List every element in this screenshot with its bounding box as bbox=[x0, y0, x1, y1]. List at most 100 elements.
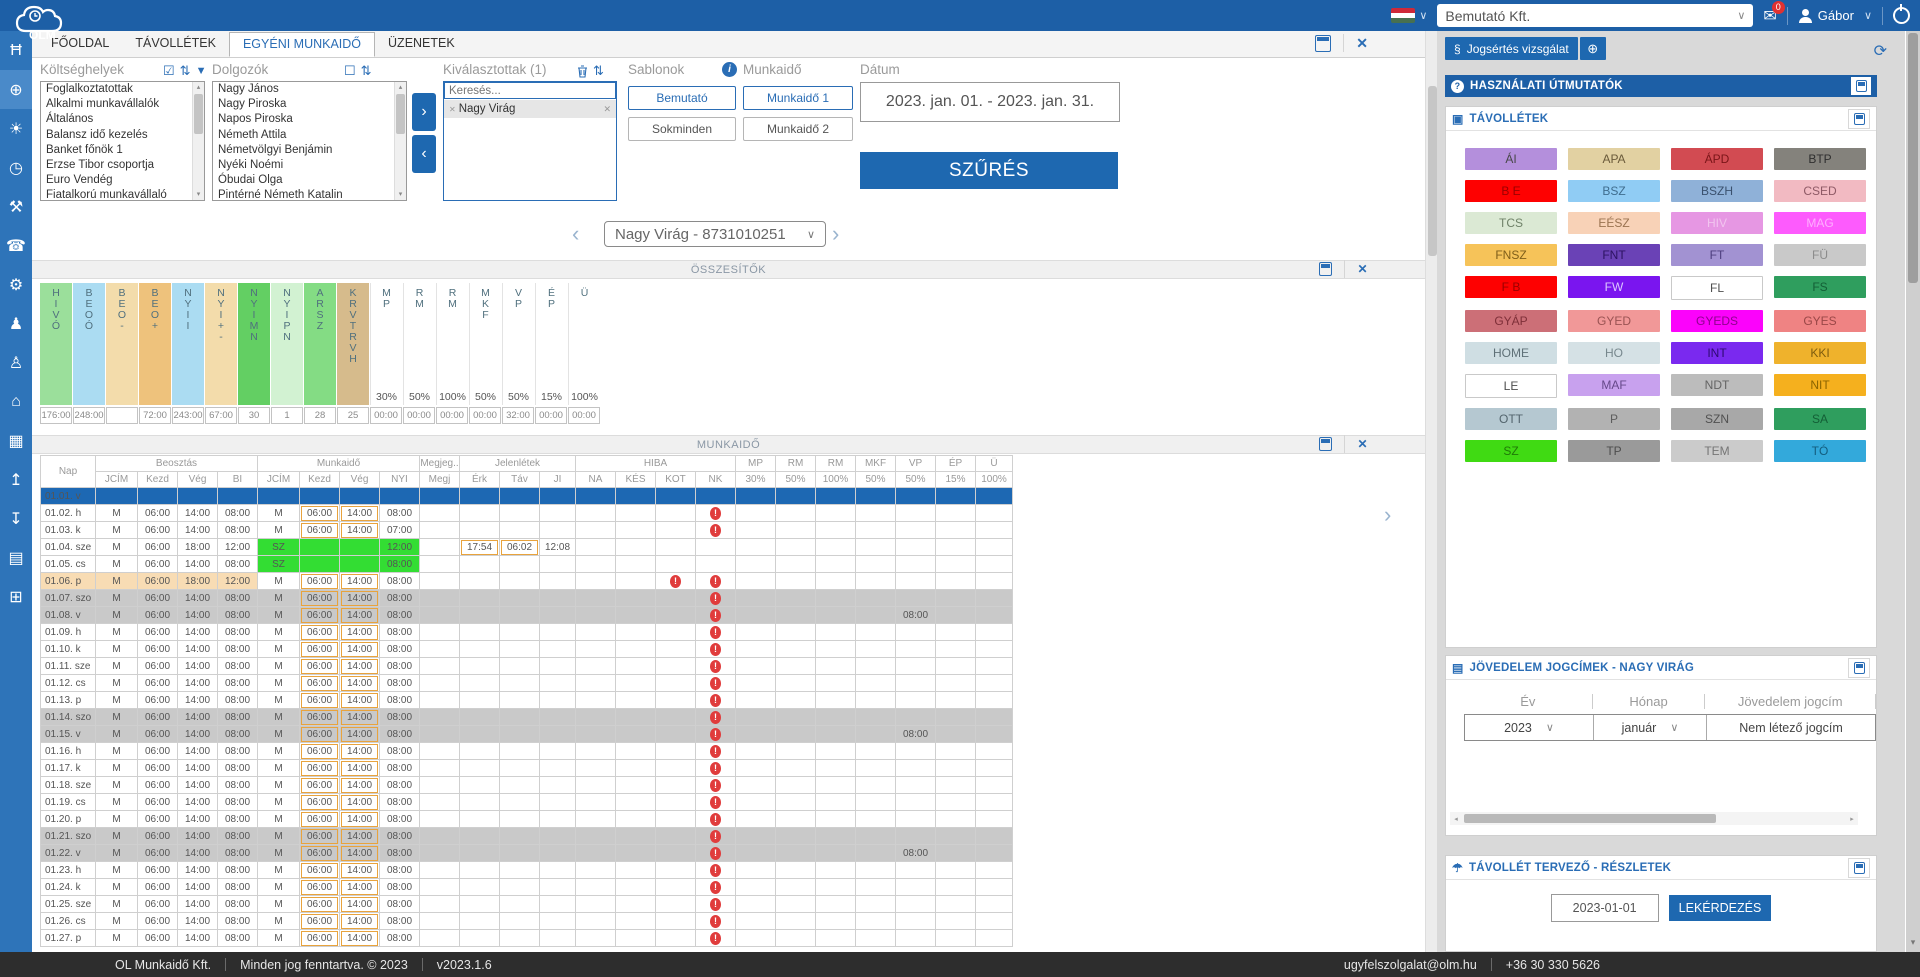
table-cell[interactable]: 14:00 bbox=[177, 827, 218, 845]
table-row[interactable]: 01.10. k M 06:00 14:00 08:00 M 06:00 14:00 08:00… bbox=[40, 640, 1013, 658]
move-left-button[interactable]: ‹ bbox=[412, 135, 436, 173]
table-cell[interactable] bbox=[815, 606, 856, 624]
table-cell[interactable] bbox=[815, 623, 856, 641]
table-cell[interactable]: 01.25. sze bbox=[40, 895, 96, 913]
table-cell[interactable]: 14:00 bbox=[177, 878, 218, 896]
editable-time-cell[interactable]: 14:00 bbox=[341, 692, 378, 708]
table-cell[interactable] bbox=[655, 844, 696, 862]
table-cell[interactable] bbox=[499, 895, 540, 913]
table-cell[interactable]: 08:00 bbox=[379, 742, 420, 760]
refresh-icon[interactable]: ⟳ bbox=[1873, 43, 1887, 60]
table-next-page-icon[interactable]: › bbox=[1384, 502, 1392, 527]
table-cell[interactable] bbox=[539, 674, 576, 692]
table-cell[interactable]: ! bbox=[695, 912, 736, 930]
table-cell[interactable] bbox=[615, 572, 656, 590]
table-cell[interactable]: 08:00 bbox=[379, 691, 420, 709]
table-row[interactable]: 01.08. v M 06:00 14:00 08:00 M 06:00 14:00 08:00… bbox=[40, 606, 1013, 624]
editable-time-cell[interactable]: 06:00 bbox=[301, 675, 338, 691]
editable-time-cell[interactable]: 14:00 bbox=[341, 505, 378, 521]
table-cell[interactable]: 14:00 bbox=[177, 640, 218, 658]
table-row[interactable]: 01.02. h M 06:00 14:00 08:00 M 06:00 14:00 08:00… bbox=[40, 504, 1013, 522]
table-cell[interactable] bbox=[975, 776, 1013, 794]
table-cell[interactable]: 12:00 bbox=[217, 538, 258, 556]
table-cell[interactable] bbox=[499, 759, 540, 777]
editable-time-cell[interactable]: 14:00 bbox=[341, 607, 378, 623]
table-cell[interactable] bbox=[735, 691, 776, 709]
table-cell[interactable] bbox=[499, 793, 540, 811]
table-cell[interactable] bbox=[575, 640, 616, 658]
sidebar-item-gears[interactable]: ⚙ bbox=[0, 265, 32, 304]
munkaido-table[interactable]: Nap Beosztás Munkaidő Megjeg.. Jelenlétek HIB… bbox=[40, 455, 1013, 947]
table-cell[interactable] bbox=[895, 827, 936, 845]
table-cell[interactable]: 01.09. h bbox=[40, 623, 96, 641]
table-cell[interactable] bbox=[975, 895, 1013, 913]
table-cell[interactable]: M bbox=[95, 640, 138, 658]
table-cell[interactable] bbox=[615, 640, 656, 658]
table-cell[interactable]: 01.10. k bbox=[40, 640, 96, 658]
munkaido-button-1[interactable]: Munkaidő 1 bbox=[743, 86, 853, 110]
sidebar-item-users[interactable]: ♟ bbox=[0, 304, 32, 343]
table-cell[interactable]: 14:00 bbox=[339, 572, 380, 590]
kivalasztottak-list[interactable]: ✕Nagy Virág ✕ bbox=[443, 81, 617, 201]
table-cell[interactable]: ! bbox=[695, 759, 736, 777]
table-row[interactable]: 01.15. v M 06:00 14:00 08:00 M 06:00 14:00 08:00… bbox=[40, 725, 1013, 743]
panel-window-icon[interactable] bbox=[1319, 262, 1333, 276]
table-cell[interactable] bbox=[975, 708, 1013, 726]
table-cell[interactable]: 06:00 bbox=[137, 895, 178, 913]
table-cell[interactable]: 06:00 bbox=[137, 572, 178, 590]
table-cell[interactable]: 08:00 bbox=[217, 827, 258, 845]
table-cell[interactable] bbox=[935, 861, 976, 879]
table-cell[interactable]: 08:00 bbox=[379, 725, 420, 743]
table-cell[interactable]: M bbox=[257, 895, 300, 913]
table-cell[interactable] bbox=[655, 487, 696, 505]
table-cell[interactable] bbox=[735, 827, 776, 845]
utmutatok-header[interactable]: ? HASZNÁLATI ÚTMUTATÓK bbox=[1445, 75, 1877, 97]
table-cell[interactable]: 14:00 bbox=[177, 742, 218, 760]
table-cell[interactable] bbox=[539, 623, 576, 641]
absence-badge-tcs[interactable]: TCS bbox=[1465, 212, 1557, 234]
sort-icon[interactable]: ⇅ bbox=[360, 63, 372, 78]
table-cell[interactable] bbox=[459, 589, 500, 607]
table-cell[interactable] bbox=[499, 606, 540, 624]
table-cell[interactable] bbox=[735, 776, 776, 794]
table-cell[interactable] bbox=[655, 759, 696, 777]
table-cell[interactable] bbox=[575, 691, 616, 709]
table-cell[interactable]: 06:00 bbox=[137, 878, 178, 896]
table-cell[interactable]: 01.23. h bbox=[40, 861, 96, 879]
table-cell[interactable] bbox=[615, 521, 656, 539]
table-cell[interactable] bbox=[735, 521, 776, 539]
table-cell[interactable] bbox=[339, 538, 380, 556]
editable-time-cell[interactable]: 06:00 bbox=[301, 607, 338, 623]
table-cell[interactable] bbox=[459, 640, 500, 658]
table-cell[interactable] bbox=[419, 538, 460, 556]
table-cell[interactable] bbox=[935, 640, 976, 658]
table-cell[interactable] bbox=[855, 538, 896, 556]
table-cell[interactable] bbox=[775, 691, 816, 709]
table-cell[interactable] bbox=[815, 521, 856, 539]
table-cell[interactable] bbox=[935, 793, 976, 811]
table-cell[interactable] bbox=[539, 504, 576, 522]
table-cell[interactable]: 08:00 bbox=[217, 657, 258, 675]
table-row[interactable]: 01.07. szo M 06:00 14:00 08:00 M 06:00 14:00 08:… bbox=[40, 589, 1013, 607]
table-cell[interactable] bbox=[655, 878, 696, 896]
table-cell[interactable] bbox=[735, 674, 776, 692]
table-cell[interactable]: 14:00 bbox=[339, 708, 380, 726]
table-cell[interactable]: M bbox=[95, 793, 138, 811]
table-cell[interactable] bbox=[655, 912, 696, 930]
table-cell[interactable] bbox=[459, 725, 500, 743]
table-cell[interactable] bbox=[855, 657, 896, 675]
table-cell[interactable] bbox=[459, 521, 500, 539]
absence-badge-gyp[interactable]: GYÁP bbox=[1465, 310, 1557, 332]
table-cell[interactable] bbox=[419, 912, 460, 930]
absence-badge-f[interactable]: FÜ bbox=[1774, 244, 1866, 266]
table-cell[interactable]: 14:00 bbox=[177, 555, 218, 573]
table-cell[interactable] bbox=[815, 640, 856, 658]
scroll-up-icon[interactable]: ▴ bbox=[196, 84, 201, 91]
table-row[interactable]: 01.12. cs M 06:00 14:00 08:00 M 06:00 14:00 08:0… bbox=[40, 674, 1013, 692]
absence-badge-kki[interactable]: KKI bbox=[1774, 342, 1866, 364]
editable-time-cell[interactable]: 14:00 bbox=[341, 743, 378, 759]
editable-time-cell[interactable]: 06:00 bbox=[301, 913, 338, 929]
panel-window-icon[interactable] bbox=[1315, 34, 1332, 52]
table-cell[interactable] bbox=[419, 759, 460, 777]
absence-badge-fnt[interactable]: FNT bbox=[1568, 244, 1660, 266]
